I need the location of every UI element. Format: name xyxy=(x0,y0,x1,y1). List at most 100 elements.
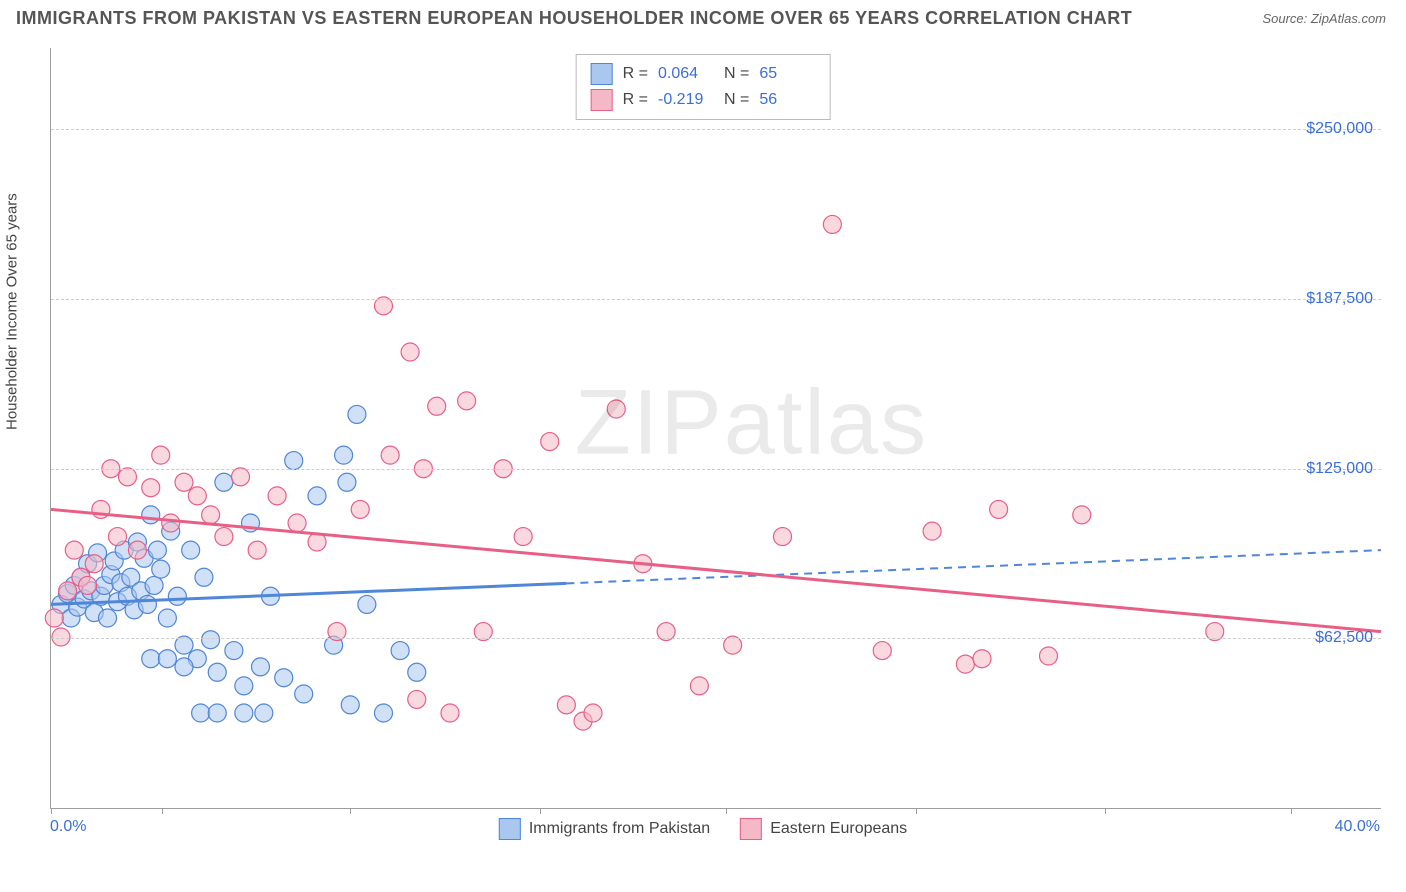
data-point-pakistan xyxy=(192,704,210,722)
x-tick xyxy=(1291,808,1292,814)
stats-row-eastern_european: R =-0.219N =56 xyxy=(591,87,816,113)
n-label: N = xyxy=(724,87,749,113)
plot-area: ZIPatlas $62,500$125,000$187,500$250,000 xyxy=(50,48,1381,809)
data-point-eastern_european xyxy=(541,433,559,451)
x-tick xyxy=(916,808,917,814)
swatch-icon xyxy=(740,818,762,840)
data-point-pakistan xyxy=(341,696,359,714)
data-point-eastern_european xyxy=(873,642,891,660)
data-point-pakistan xyxy=(358,595,376,613)
data-point-eastern_european xyxy=(441,704,459,722)
data-point-eastern_european xyxy=(990,500,1008,518)
swatch-icon xyxy=(591,63,613,85)
source-attribution: Source: ZipAtlas.com xyxy=(1262,11,1386,26)
data-point-eastern_european xyxy=(381,446,399,464)
data-point-pakistan xyxy=(182,541,200,559)
data-point-pakistan xyxy=(168,587,186,605)
y-tick-label: $250,000 xyxy=(1306,120,1373,138)
n-label: N = xyxy=(724,61,749,87)
data-point-eastern_european xyxy=(52,628,70,646)
data-point-pakistan xyxy=(391,642,409,660)
chart-title: IMMIGRANTS FROM PAKISTAN VS EASTERN EURO… xyxy=(16,8,1132,29)
data-point-pakistan xyxy=(335,446,353,464)
data-point-eastern_european xyxy=(65,541,83,559)
data-point-eastern_european xyxy=(248,541,266,559)
data-point-eastern_european xyxy=(956,655,974,673)
data-point-pakistan xyxy=(202,631,220,649)
r-label: R = xyxy=(623,61,648,87)
data-point-eastern_european xyxy=(408,690,426,708)
data-point-pakistan xyxy=(215,473,233,491)
legend-item-pakistan: Immigrants from Pakistan xyxy=(499,818,710,840)
data-point-pakistan xyxy=(99,609,117,627)
series-legend: Immigrants from Pakistan Eastern European… xyxy=(499,818,907,840)
data-point-pakistan xyxy=(225,642,243,660)
y-tick-label: $62,500 xyxy=(1315,629,1373,647)
data-point-eastern_european xyxy=(188,487,206,505)
data-point-pakistan xyxy=(408,663,426,681)
data-point-pakistan xyxy=(338,473,356,491)
legend-label: Immigrants from Pakistan xyxy=(529,820,710,838)
data-point-pakistan xyxy=(152,560,170,578)
gridline-h xyxy=(51,469,1381,470)
data-point-pakistan xyxy=(158,609,176,627)
data-point-pakistan xyxy=(235,704,253,722)
gridline-h xyxy=(51,638,1381,639)
x-tick xyxy=(162,808,163,814)
legend-item-eastern_european: Eastern Europeans xyxy=(740,818,907,840)
x-axis-min-label: 0.0% xyxy=(50,818,86,836)
data-point-eastern_european xyxy=(514,528,532,546)
data-point-eastern_european xyxy=(557,696,575,714)
data-point-eastern_european xyxy=(923,522,941,540)
y-axis-title: Householder Income Over 65 years xyxy=(4,193,21,430)
data-point-pakistan xyxy=(195,568,213,586)
data-point-pakistan xyxy=(308,487,326,505)
data-point-pakistan xyxy=(208,704,226,722)
data-point-eastern_european xyxy=(823,215,841,233)
stats-legend: R =0.064N =65R =-0.219N =56 xyxy=(576,54,831,120)
data-point-pakistan xyxy=(138,595,156,613)
data-point-pakistan xyxy=(275,669,293,687)
data-point-eastern_european xyxy=(118,468,136,486)
data-point-eastern_european xyxy=(774,528,792,546)
data-point-eastern_european xyxy=(232,468,250,486)
x-tick xyxy=(1105,808,1106,814)
chart-header: IMMIGRANTS FROM PAKISTAN VS EASTERN EURO… xyxy=(0,0,1406,33)
data-point-eastern_european xyxy=(215,528,233,546)
x-tick xyxy=(350,808,351,814)
swatch-icon xyxy=(499,818,521,840)
data-point-pakistan xyxy=(148,541,166,559)
n-value: 65 xyxy=(759,61,815,87)
legend-label: Eastern Europeans xyxy=(770,820,907,838)
data-point-eastern_european xyxy=(109,528,127,546)
data-point-eastern_european xyxy=(607,400,625,418)
data-point-eastern_european xyxy=(85,555,103,573)
data-point-pakistan xyxy=(145,576,163,594)
data-point-eastern_european xyxy=(1073,506,1091,524)
gridline-h xyxy=(51,299,1381,300)
data-point-eastern_european xyxy=(288,514,306,532)
data-point-eastern_european xyxy=(458,392,476,410)
data-point-eastern_european xyxy=(973,650,991,668)
data-point-pakistan xyxy=(142,650,160,668)
data-point-pakistan xyxy=(251,658,269,676)
data-point-pakistan xyxy=(208,663,226,681)
data-point-pakistan xyxy=(348,405,366,423)
data-point-pakistan xyxy=(158,650,176,668)
data-point-pakistan xyxy=(142,506,160,524)
r-label: R = xyxy=(623,87,648,113)
trend-line-eastern_european xyxy=(51,509,1381,631)
y-tick-label: $187,500 xyxy=(1306,290,1373,308)
x-tick xyxy=(51,808,52,814)
gridline-h xyxy=(51,129,1381,130)
data-point-eastern_european xyxy=(45,609,63,627)
r-value: -0.219 xyxy=(658,87,714,113)
data-point-eastern_european xyxy=(175,473,193,491)
data-point-eastern_european xyxy=(128,541,146,559)
data-point-pakistan xyxy=(295,685,313,703)
x-tick xyxy=(540,808,541,814)
x-axis-max-label: 40.0% xyxy=(1335,818,1380,836)
data-point-eastern_european xyxy=(268,487,286,505)
data-point-eastern_european xyxy=(351,500,369,518)
data-point-pakistan xyxy=(285,452,303,470)
